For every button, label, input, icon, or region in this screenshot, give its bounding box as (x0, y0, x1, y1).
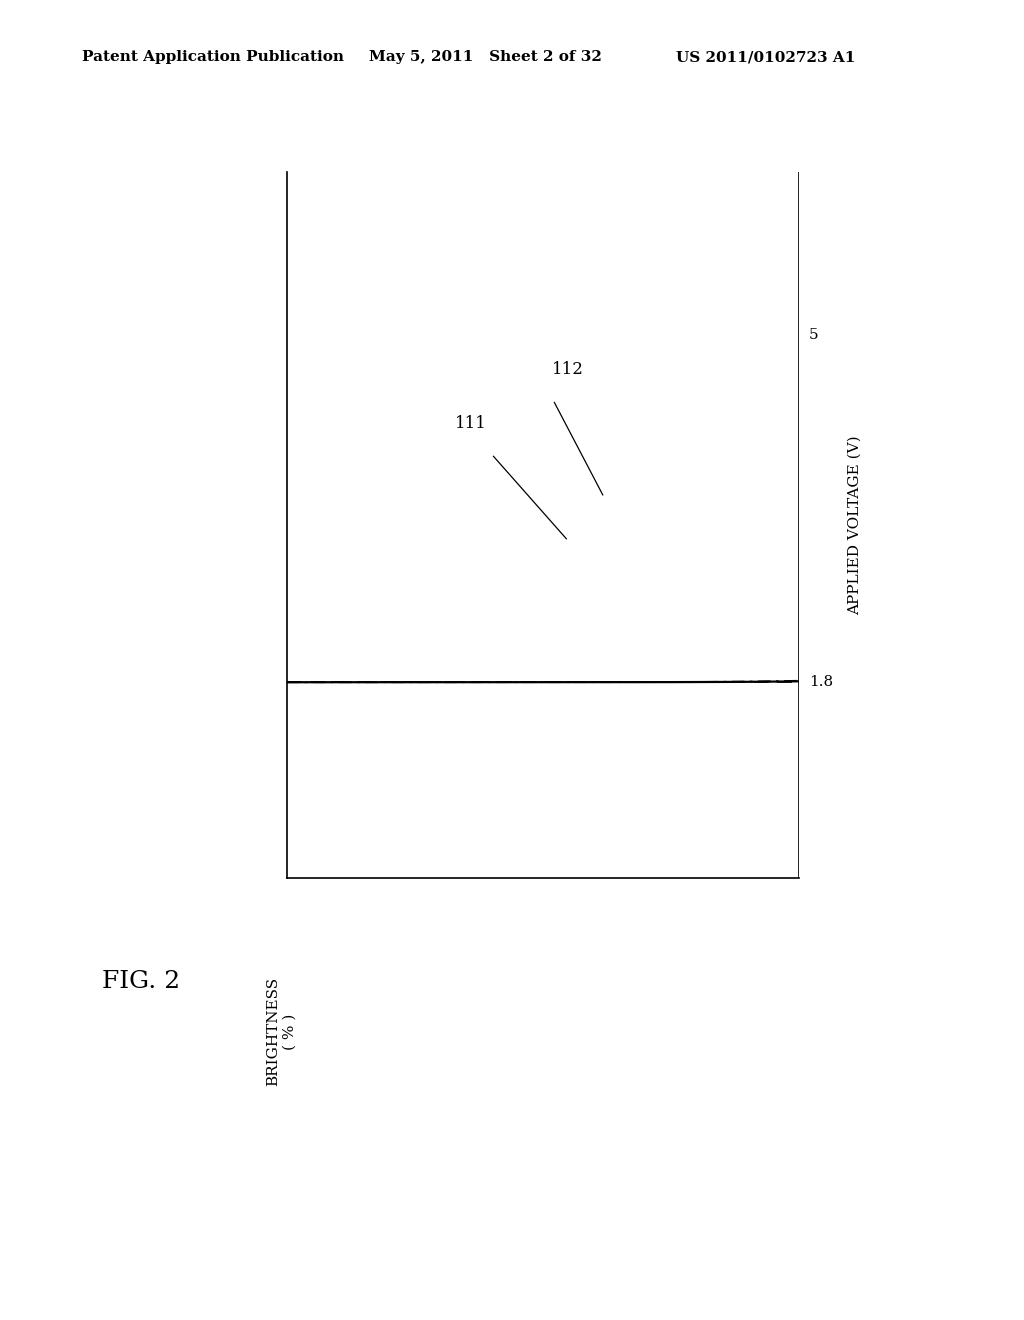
Text: 112: 112 (552, 362, 585, 378)
Text: FIG. 2: FIG. 2 (102, 970, 180, 993)
Text: Patent Application Publication: Patent Application Publication (82, 50, 344, 65)
Text: 5: 5 (809, 327, 818, 342)
Text: US 2011/0102723 A1: US 2011/0102723 A1 (676, 50, 855, 65)
Text: BRIGHTNESS
( % ): BRIGHTNESS ( % ) (266, 977, 296, 1086)
Text: May 5, 2011   Sheet 2 of 32: May 5, 2011 Sheet 2 of 32 (369, 50, 601, 65)
Text: APPLIED VOLTAGE (V): APPLIED VOLTAGE (V) (848, 434, 862, 615)
Text: 1.8: 1.8 (809, 676, 834, 689)
Text: 111: 111 (455, 416, 487, 433)
